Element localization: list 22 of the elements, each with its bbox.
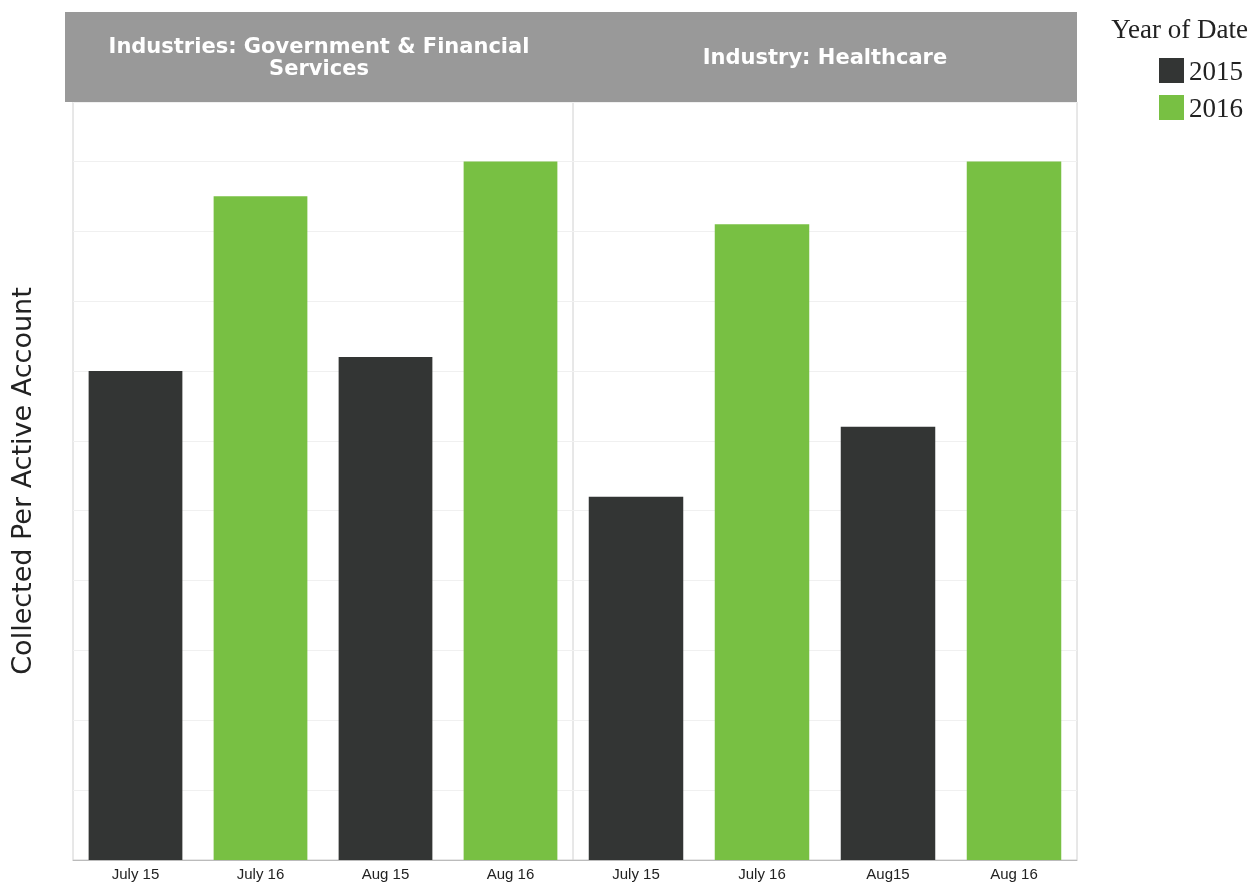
x-tick-label: July 15 bbox=[111, 865, 160, 882]
y-axis-title: Collected Per Active Account bbox=[6, 287, 37, 675]
x-tick-label: July 15 bbox=[612, 865, 660, 882]
x-tick-label: Aug 16 bbox=[486, 865, 535, 882]
bar bbox=[213, 196, 308, 860]
x-tick-label: July 16 bbox=[738, 865, 786, 882]
chart-title: Industry: Healthcare bbox=[573, 12, 1077, 102]
bar bbox=[714, 224, 810, 860]
bar bbox=[588, 496, 684, 860]
bar bbox=[463, 161, 558, 860]
bar bbox=[338, 357, 433, 860]
legend-label: 2016 bbox=[1189, 92, 1243, 123]
x-tick-label: Aug 15 bbox=[361, 865, 410, 882]
bar bbox=[966, 161, 1062, 860]
chart-title: Industries: Government & Financial Services bbox=[65, 12, 573, 102]
legend-label: 2015 bbox=[1189, 55, 1243, 86]
legend-title: Year of Date bbox=[1111, 14, 1248, 45]
x-tick-label: July 16 bbox=[236, 865, 285, 882]
x-tick-label: Aug 16 bbox=[990, 865, 1038, 882]
bar bbox=[840, 426, 936, 860]
bar bbox=[88, 370, 183, 860]
x-tick-label: Aug15 bbox=[866, 865, 910, 882]
